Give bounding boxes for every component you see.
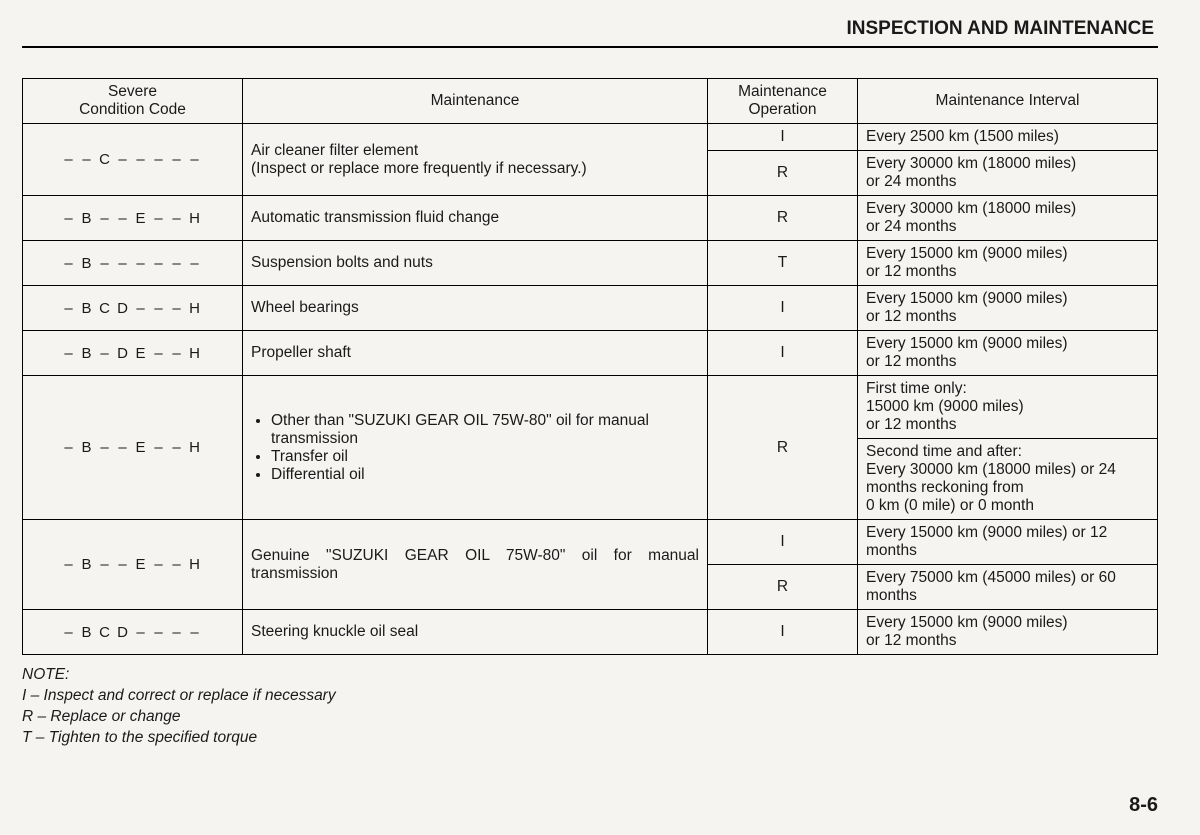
interval-cell: Every 75000 km (45000 miles) or 60 month… <box>858 565 1158 610</box>
bullet-item: Differential oil <box>271 466 699 484</box>
operation-cell: T <box>708 241 858 286</box>
code-cell: –B––E––H <box>23 196 243 241</box>
interval-cell: First time only: 15000 km (9000 miles) o… <box>858 376 1158 439</box>
maintenance-cell: Automatic transmission fluid change <box>243 196 708 241</box>
maintenance-cell: Wheel bearings <box>243 286 708 331</box>
maintenance-bullets: Other than "SUZUKI GEAR OIL 75W-80" oil … <box>251 412 699 484</box>
operation-cell: I <box>708 286 858 331</box>
interval-cell: Every 15000 km (9000 miles) or 12 months <box>858 610 1158 655</box>
table-row: –B––E––H Genuine "SUZUKI GEAR OIL 75W-80… <box>23 520 1158 565</box>
col-header-code: Severe Condition Code <box>23 79 243 124</box>
col-header-interval: Maintenance Interval <box>858 79 1158 124</box>
interval-cell: Every 2500 km (1500 miles) <box>858 124 1158 151</box>
operation-cell: I <box>708 331 858 376</box>
code-cell: –B––E––H <box>23 520 243 610</box>
table-header-row: Severe Condition Code Maintenance Mainte… <box>23 79 1158 124</box>
maintenance-cell: Propeller shaft <box>243 331 708 376</box>
bullet-item: Transfer oil <box>271 448 699 466</box>
interval-cell: Every 30000 km (18000 miles) or 24 month… <box>858 151 1158 196</box>
page-number: 8-6 <box>1129 794 1158 817</box>
code-cell: –B––E––H <box>23 376 243 520</box>
note-line-r: R – Replace or change <box>22 707 1158 728</box>
col-header-operation: Maintenance Operation <box>708 79 858 124</box>
interval-cell: Every 15000 km (9000 miles) or 12 months <box>858 331 1158 376</box>
maintenance-cell: Air cleaner filter element (Inspect or r… <box>243 124 708 196</box>
maintenance-cell: Steering knuckle oil seal <box>243 610 708 655</box>
col-header-maintenance: Maintenance <box>243 79 708 124</box>
page-header: INSPECTION AND MAINTENANCE <box>22 18 1158 46</box>
table-row: –BCD–––– Steering knuckle oil seal I Eve… <box>23 610 1158 655</box>
operation-cell: I <box>708 124 858 151</box>
table-row: –B––E––H Automatic transmission fluid ch… <box>23 196 1158 241</box>
note-block: NOTE: I – Inspect and correct or replace… <box>22 665 1158 749</box>
code-cell: ––C––––– <box>23 124 243 196</box>
interval-cell: Every 15000 km (9000 miles) or 12 months <box>858 241 1158 286</box>
header-rule <box>22 46 1158 48</box>
maintenance-cell: Genuine "SUZUKI GEAR OIL 75W-80" oil for… <box>243 520 708 610</box>
code-cell: –B–––––– <box>23 241 243 286</box>
note-line-t: T – Tighten to the specified torque <box>22 728 1158 749</box>
operation-cell: I <box>708 520 858 565</box>
document-page: INSPECTION AND MAINTENANCE Severe Condit… <box>0 0 1200 835</box>
operation-cell: R <box>708 151 858 196</box>
bullet-item: Other than "SUZUKI GEAR OIL 75W-80" oil … <box>271 412 699 448</box>
maintenance-table: Severe Condition Code Maintenance Mainte… <box>22 78 1158 655</box>
table-row: –B–DE––H Propeller shaft I Every 15000 k… <box>23 331 1158 376</box>
operation-cell: R <box>708 196 858 241</box>
code-cell: –B–DE––H <box>23 331 243 376</box>
table-row: –B––E––H Other than "SUZUKI GEAR OIL 75W… <box>23 376 1158 439</box>
interval-cell: Every 15000 km (9000 miles) or 12 months <box>858 286 1158 331</box>
operation-cell: I <box>708 610 858 655</box>
interval-cell: Every 30000 km (18000 miles) or 24 month… <box>858 196 1158 241</box>
code-cell: –BCD–––– <box>23 610 243 655</box>
table-row: ––C––––– Air cleaner filter element (Ins… <box>23 124 1158 151</box>
note-title: NOTE: <box>22 665 1158 686</box>
interval-cell: Every 15000 km (9000 miles) or 12 months <box>858 520 1158 565</box>
code-cell: –BCD–––H <box>23 286 243 331</box>
table-row: –BCD–––H Wheel bearings I Every 15000 km… <box>23 286 1158 331</box>
note-line-i: I – Inspect and correct or replace if ne… <box>22 686 1158 707</box>
operation-cell: R <box>708 565 858 610</box>
maintenance-cell: Other than "SUZUKI GEAR OIL 75W-80" oil … <box>243 376 708 520</box>
maintenance-cell: Suspension bolts and nuts <box>243 241 708 286</box>
interval-cell: Second time and after: Every 30000 km (1… <box>858 439 1158 520</box>
table-row: –B–––––– Suspension bolts and nuts T Eve… <box>23 241 1158 286</box>
operation-cell: R <box>708 376 858 520</box>
